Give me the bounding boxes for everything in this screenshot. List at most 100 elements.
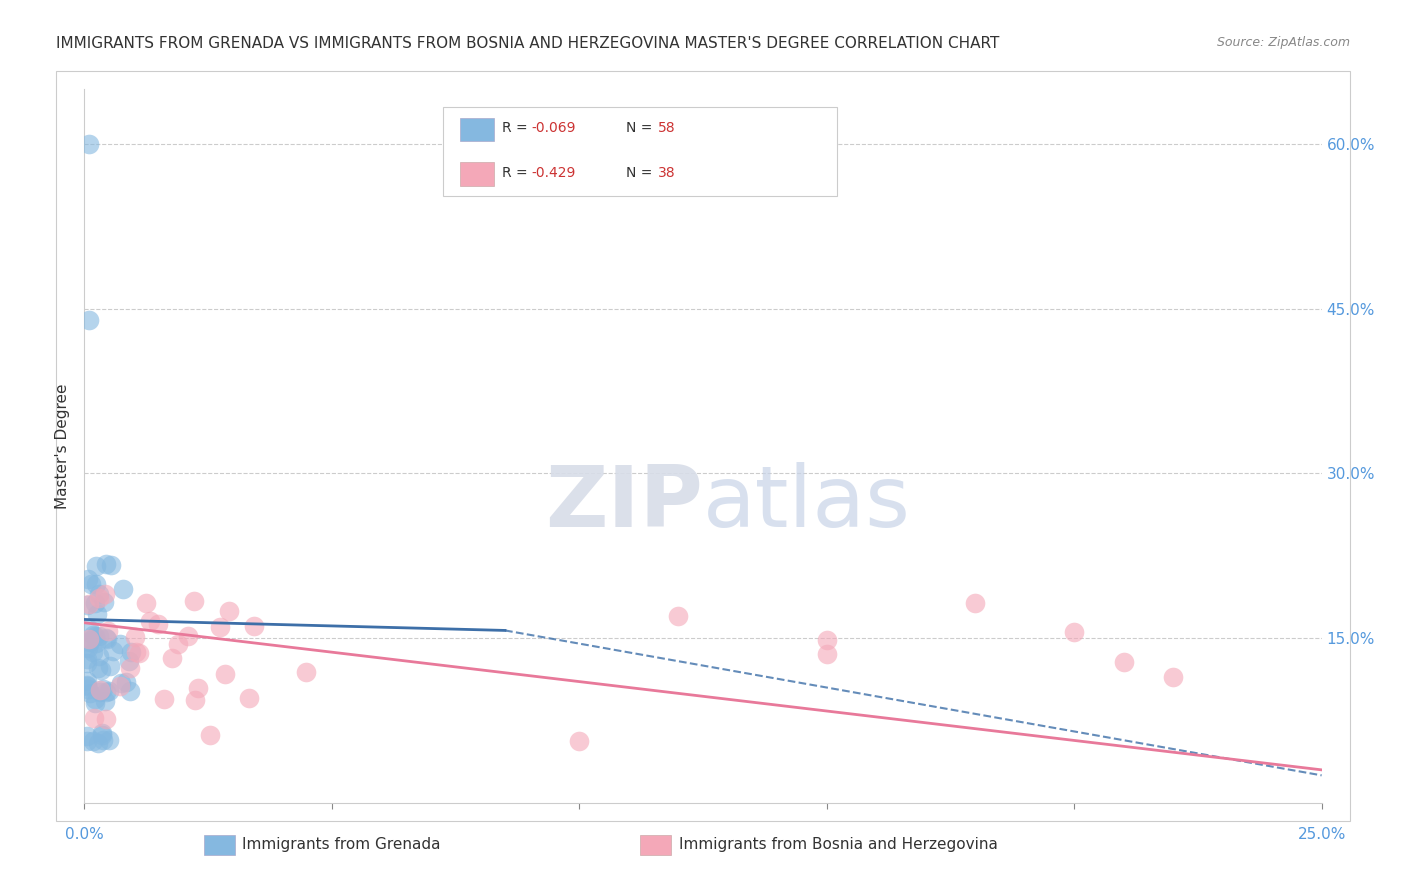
Point — [111, 582, 134, 596]
Point — [1161, 670, 1184, 684]
Point — [79, 632, 101, 647]
Point — [666, 608, 689, 623]
Point — [76, 599, 98, 613]
Point — [97, 684, 120, 698]
Point — [76, 677, 98, 691]
Point — [94, 694, 117, 708]
Point — [84, 692, 107, 706]
Text: 0.0%: 0.0% — [65, 827, 104, 841]
Text: Immigrants from Grenada: Immigrants from Grenada — [242, 838, 440, 852]
Point — [84, 696, 107, 710]
Point — [86, 607, 108, 621]
Point — [87, 591, 110, 605]
Point — [82, 628, 104, 642]
Point — [118, 654, 141, 668]
Point — [79, 635, 101, 649]
Point — [1112, 655, 1135, 669]
Point — [89, 685, 111, 699]
Point — [120, 661, 142, 675]
Point — [198, 728, 221, 742]
Point — [1063, 625, 1085, 640]
Point — [87, 629, 110, 643]
Point — [76, 641, 98, 656]
Point — [96, 712, 118, 726]
Point — [295, 665, 318, 679]
Point — [815, 648, 838, 662]
Point — [183, 594, 205, 608]
Point — [84, 636, 107, 650]
Point — [120, 645, 142, 659]
Point — [79, 312, 101, 326]
Point — [83, 629, 105, 643]
Point — [96, 632, 118, 646]
Text: -0.069: -0.069 — [531, 121, 576, 136]
Point — [128, 646, 150, 660]
Text: N =: N = — [626, 121, 657, 136]
Point — [77, 573, 100, 587]
Point — [108, 680, 131, 694]
Point — [79, 686, 101, 700]
Point — [167, 637, 190, 651]
Text: 58: 58 — [658, 121, 676, 136]
Y-axis label: Master's Degree: Master's Degree — [55, 384, 70, 508]
Point — [93, 587, 115, 601]
Point — [89, 587, 111, 601]
Point — [80, 577, 103, 591]
Point — [76, 652, 98, 666]
Point — [87, 736, 110, 750]
Text: ZIP: ZIP — [546, 461, 703, 545]
Point — [100, 558, 122, 573]
Point — [76, 733, 98, 747]
Point — [238, 690, 260, 705]
Point — [91, 732, 114, 747]
Point — [89, 682, 111, 697]
Point — [815, 633, 838, 648]
Point — [187, 681, 209, 696]
Point — [153, 691, 176, 706]
Point — [79, 137, 101, 152]
Point — [568, 734, 591, 748]
Point — [176, 629, 198, 643]
Point — [84, 576, 107, 591]
Point — [108, 637, 131, 651]
Point — [93, 682, 115, 697]
Text: R =: R = — [502, 121, 531, 136]
Point — [103, 644, 125, 658]
Point — [98, 658, 121, 673]
Point — [82, 734, 104, 748]
Point — [139, 614, 162, 628]
Point — [965, 596, 987, 610]
Point — [115, 675, 138, 690]
Point — [87, 661, 110, 675]
Point — [76, 674, 98, 689]
Point — [82, 645, 104, 659]
Point — [242, 619, 264, 633]
Point — [135, 596, 157, 610]
Point — [96, 557, 118, 571]
Point — [209, 620, 232, 634]
Text: N =: N = — [626, 166, 657, 180]
Point — [84, 597, 107, 611]
Point — [80, 632, 103, 647]
Text: R =: R = — [502, 166, 531, 180]
Point — [76, 656, 98, 670]
Point — [87, 648, 110, 663]
Text: Source: ZipAtlas.com: Source: ZipAtlas.com — [1216, 36, 1350, 49]
Point — [124, 631, 146, 645]
Text: 25.0%: 25.0% — [1298, 827, 1346, 841]
Point — [218, 604, 240, 618]
Point — [90, 726, 112, 740]
Point — [93, 595, 115, 609]
Point — [76, 729, 98, 743]
Point — [160, 651, 183, 665]
Point — [184, 692, 207, 706]
Point — [90, 663, 112, 677]
Point — [76, 681, 98, 696]
Point — [214, 667, 236, 681]
Text: 38: 38 — [658, 166, 676, 180]
Point — [83, 711, 105, 725]
Point — [79, 597, 101, 611]
Text: -0.429: -0.429 — [531, 166, 576, 180]
Point — [148, 616, 170, 631]
Point — [97, 624, 120, 638]
